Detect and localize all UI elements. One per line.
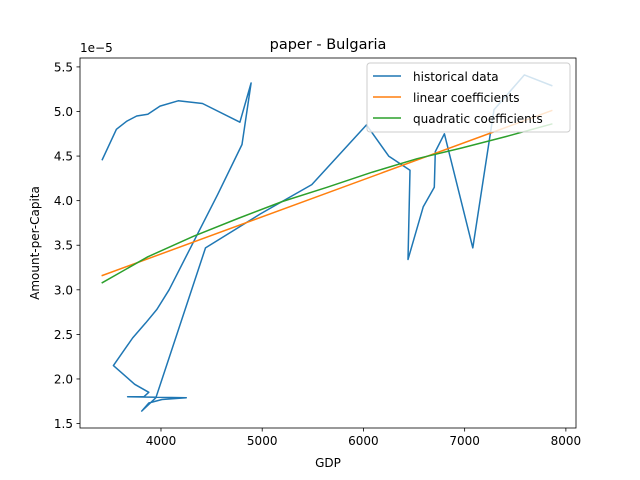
y-tick-label: 2.5 xyxy=(54,328,73,342)
x-axis-ticks: 4000 5000 6000 7000 8000 xyxy=(146,428,581,448)
x-axis-title: GDP xyxy=(315,456,341,470)
legend: historical data linear coefficients quad… xyxy=(366,62,571,133)
legend-box xyxy=(366,62,571,133)
y-tick-label: 5.0 xyxy=(54,105,73,119)
legend-entry-historical-data: historical data xyxy=(373,70,499,84)
x-tick-label: 4000 xyxy=(146,434,177,448)
x-tick-label: 5000 xyxy=(247,434,278,448)
y-tick-label: 3.5 xyxy=(54,239,73,253)
y-axis-ticks: 1.5 2.0 2.5 3.0 3.5 4.0 4.5 5.0 5.5 xyxy=(54,60,80,431)
x-tick-label: 7000 xyxy=(449,434,480,448)
series-line-linear-coefficients xyxy=(101,109,553,277)
x-tick-label: 8000 xyxy=(551,434,582,448)
legend-label-quadratic-coefficients: quadratic coefficients xyxy=(413,112,543,126)
series-line-historical-data xyxy=(101,74,553,412)
y-tick-label: 1.5 xyxy=(54,417,73,431)
legend-entry-linear-coefficients: linear coefficients xyxy=(373,91,520,105)
legend-entry-quadratic-coefficients: quadratic coefficients xyxy=(373,112,543,126)
y-tick-label: 4.5 xyxy=(54,150,73,164)
plot-frame xyxy=(79,57,577,429)
series-line-quadratic-coefficients xyxy=(101,123,553,284)
y-axis-offset-label: 1e−5 xyxy=(80,41,113,55)
y-tick-label: 5.5 xyxy=(54,60,73,74)
y-tick-label: 3.0 xyxy=(54,283,73,297)
y-axis-title: Amount-per-Capita xyxy=(28,186,42,300)
y-tick-label: 4.0 xyxy=(54,194,73,208)
legend-label-historical-data: historical data xyxy=(413,70,499,84)
x-tick-label: 6000 xyxy=(348,434,379,448)
series-layer xyxy=(101,74,553,412)
chart-title: paper - Bulgaria xyxy=(270,37,387,53)
legend-label-linear-coefficients: linear coefficients xyxy=(413,91,520,105)
y-tick-label: 2.0 xyxy=(54,372,73,386)
